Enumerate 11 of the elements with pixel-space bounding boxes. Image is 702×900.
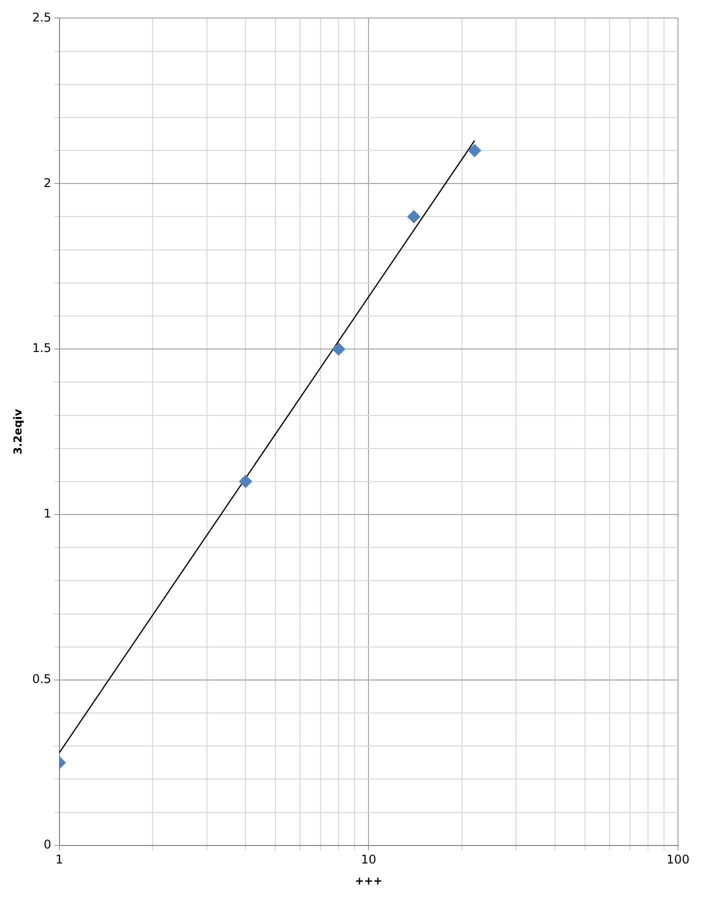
x-tick-label: 10 — [361, 852, 376, 867]
y-tick-label: 0.5 — [32, 672, 52, 686]
y-axis-title: 3.2eqiv — [11, 408, 24, 455]
x-tick-label: 100 — [666, 852, 690, 867]
y-tick-label: 2.5 — [32, 10, 52, 24]
x-tick-label: 1 — [55, 852, 64, 867]
x-axis-title: +++ — [354, 874, 382, 888]
y-tick-label: 1 — [44, 506, 52, 521]
y-tick-label: 0 — [44, 838, 52, 852]
y-tick-label: 2 — [44, 176, 52, 190]
y-tick-label: 1.5 — [32, 341, 52, 356]
